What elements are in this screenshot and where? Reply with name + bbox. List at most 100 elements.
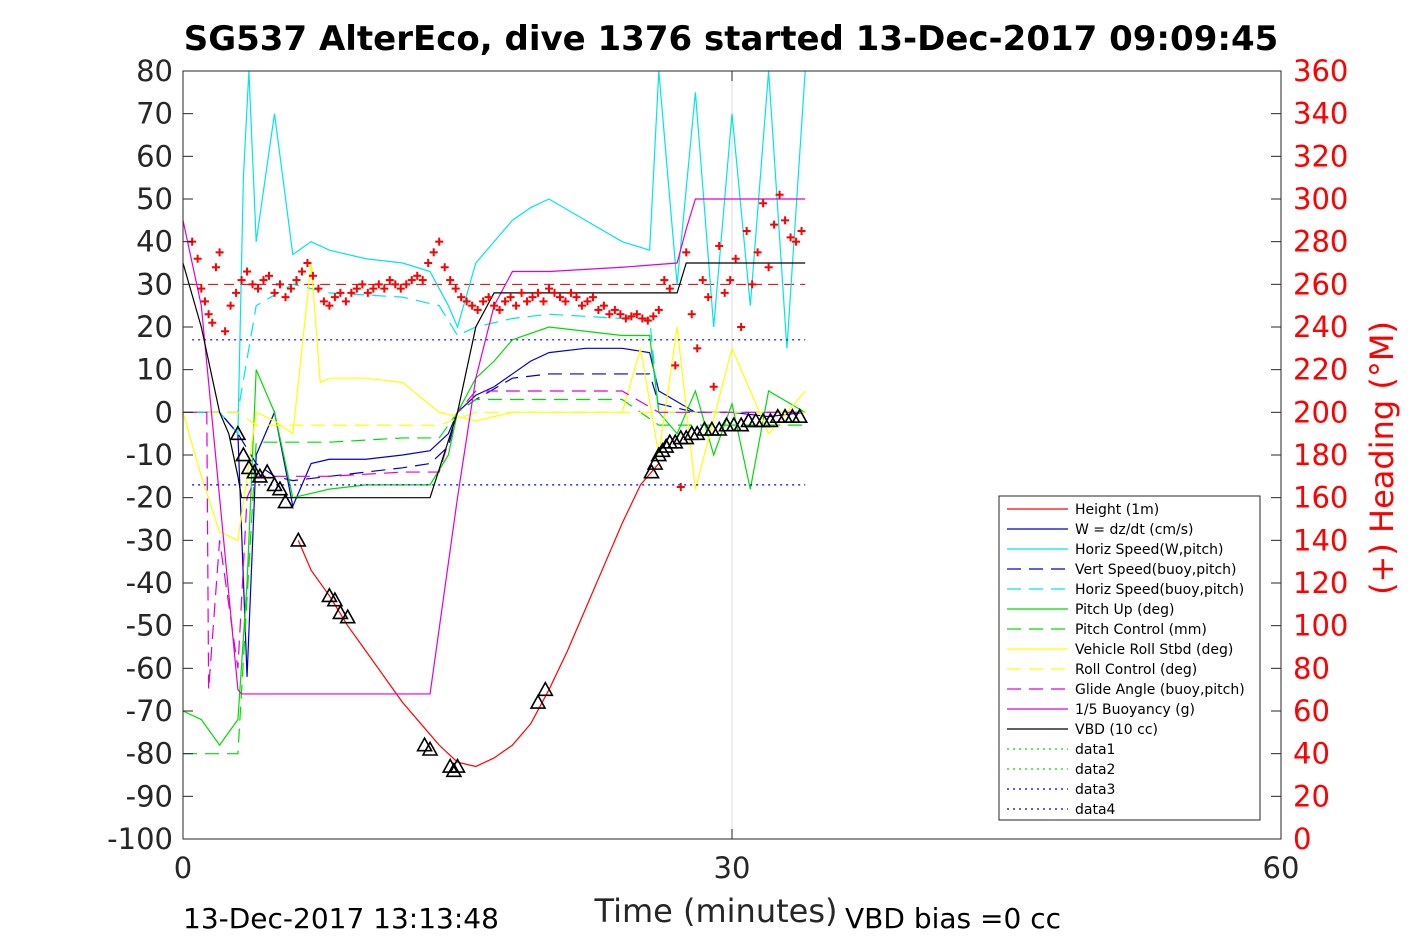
heading-point [654,305,663,314]
heading-point [440,263,449,272]
heading-point [512,301,521,310]
heading-point [605,310,614,319]
heading-point [742,227,751,235]
heading-point [308,271,317,280]
y2-axis-label: (+) Heading (°M) [1363,321,1401,595]
y2-tick-label: 360 [1293,54,1348,88]
triangle-marker [229,425,247,441]
heading-point [572,293,581,302]
heading-point [243,267,252,276]
y-tick-label: 50 [136,182,173,216]
y-tick-label: -90 [126,779,173,813]
y2-tick-label: 80 [1293,651,1330,685]
heading-point [610,305,619,314]
y2-tick-label: 140 [1293,523,1348,557]
series-line-11 [182,262,806,499]
heading-point [215,248,224,257]
heading-point [352,284,361,293]
triangle-marker [277,493,294,509]
y-tick-label: -60 [126,651,173,685]
triangle-marker [732,416,750,432]
triangle-marker [643,463,660,479]
triangle-marker [529,693,547,709]
heading-point [286,284,295,293]
y2-tick-label: 200 [1293,395,1348,429]
heading-point [594,305,603,314]
heading-point [385,276,394,285]
heading-point [539,297,548,306]
y2-tick-label: 180 [1293,438,1348,472]
heading-point [506,293,515,302]
y-tick-label: -20 [126,481,173,515]
y2-tick-label: 340 [1293,97,1348,131]
heading-point [737,323,746,331]
y2-tick-label: 300 [1293,182,1348,216]
triangle-marker [688,425,706,441]
heading-point [446,276,455,285]
heading-point [709,382,718,391]
legend-label: Horiz Speed(W,pitch) [1075,542,1223,558]
heading-point [473,305,482,314]
triangle-marker [258,463,276,479]
y2-tick-label: 100 [1293,609,1348,643]
heading-point [764,263,773,272]
triangle-marker [421,740,439,756]
heading-point [484,293,493,302]
triangle-marker [536,681,554,697]
heading-point [627,312,636,321]
y-axis-ticks: 80 70 60 50 40 30 20 10 0 -10 -20 -30 -40 -50 -60 -70 -8… [107,54,193,856]
heading-point [660,276,669,285]
legend-label: Pitch Up (deg) [1075,602,1174,618]
legend-label: Roll Control (deg) [1075,662,1197,678]
heading-point [665,284,674,293]
heading-point [720,288,729,297]
triangle-markers [229,407,809,778]
heading-point [616,310,625,319]
legend-label: VBD (10 cc) [1075,722,1158,738]
heading-point [671,361,680,370]
legend-label: Pitch Control (mm) [1075,622,1207,638]
triangle-marker [710,420,728,436]
heading-point [555,293,564,302]
heading-point [759,199,768,208]
heading-point [621,314,630,323]
heading-point [588,293,597,302]
heading-point [649,312,658,321]
heading-point [715,241,724,250]
footer-vbd-bias: VBD bias =0 cc [845,902,1061,935]
heading-point [781,216,790,225]
heading-point [792,237,801,246]
heading-point [325,301,334,310]
heading-point [643,316,652,325]
y-tick-label: 20 [136,310,173,344]
triangle-marker [654,442,671,458]
heading-point [259,276,268,285]
heading-point [407,276,416,285]
heading-point [314,284,323,293]
y2-axis-ticks: 3603403203002802602402202001801601401201… [1271,54,1348,856]
heading-point [632,310,641,319]
legend-label: data4 [1075,802,1116,818]
heading-point [254,284,263,293]
y-tick-label: -10 [126,438,173,472]
heading-point [292,276,301,285]
y2-tick-label: 0 [1293,822,1311,856]
heading-point [281,293,290,302]
y2-tick-label: 40 [1293,737,1330,771]
heading-point [197,284,206,293]
heading-point [319,297,328,306]
y2-tick-label: 260 [1293,267,1348,301]
heading-point [457,293,466,302]
heading-point [726,276,735,285]
heading-point [204,310,213,319]
heading-point [200,297,209,306]
y-tick-label: 80 [136,54,173,88]
heading-point [517,288,526,297]
heading-point [577,301,586,310]
legend-label: Height (1m) [1075,502,1159,518]
heading-point [698,276,707,285]
y-tick-label: -80 [126,737,173,771]
heading-point [731,254,740,263]
series-line-10 [182,198,806,695]
y-tick-label: -50 [126,609,173,643]
